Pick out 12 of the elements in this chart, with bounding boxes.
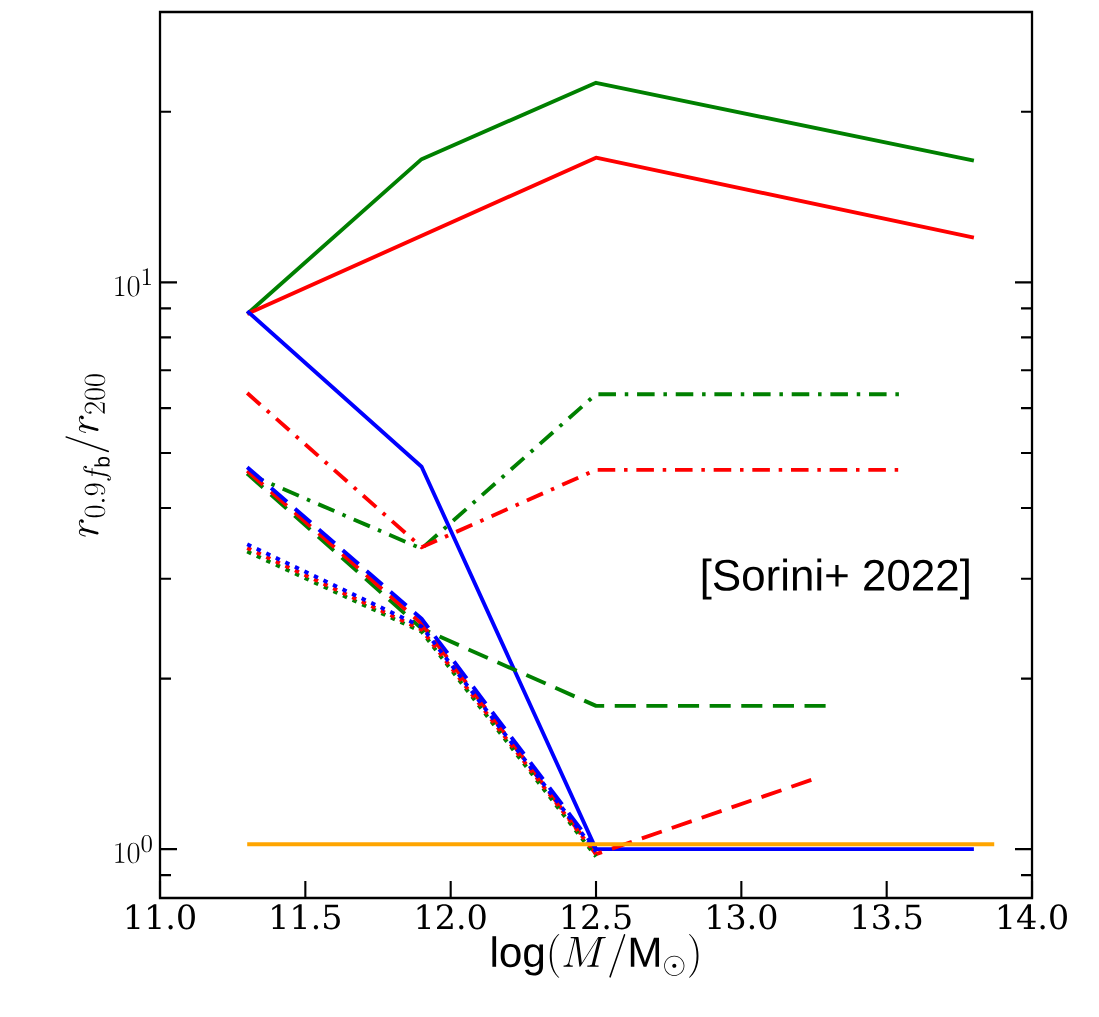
x-tick-label: 11.5 (272, 904, 340, 930)
annotation: [Sorini+ 2022] (702, 558, 969, 600)
x-tick-label: 12.0 (417, 904, 486, 930)
y-tick-label: $10^{0}$ (115, 834, 152, 864)
x-tick-label: 11.0 (126, 904, 195, 930)
y-tick-label: $10^{1}$ (115, 268, 151, 297)
x-tick-label: 12.5 (562, 904, 631, 930)
y-axis-title: $r_{0.9 f_{\rm b}}/r_{200}$ (65, 374, 111, 537)
x-axis-title: $\log(M/\mathrm{M}_\odot)$ (492, 934, 699, 978)
x-tick-label: 14.0 (998, 904, 1067, 930)
x-tick-label: 13.5 (853, 904, 922, 930)
x-tick-label: 13.0 (708, 904, 777, 930)
